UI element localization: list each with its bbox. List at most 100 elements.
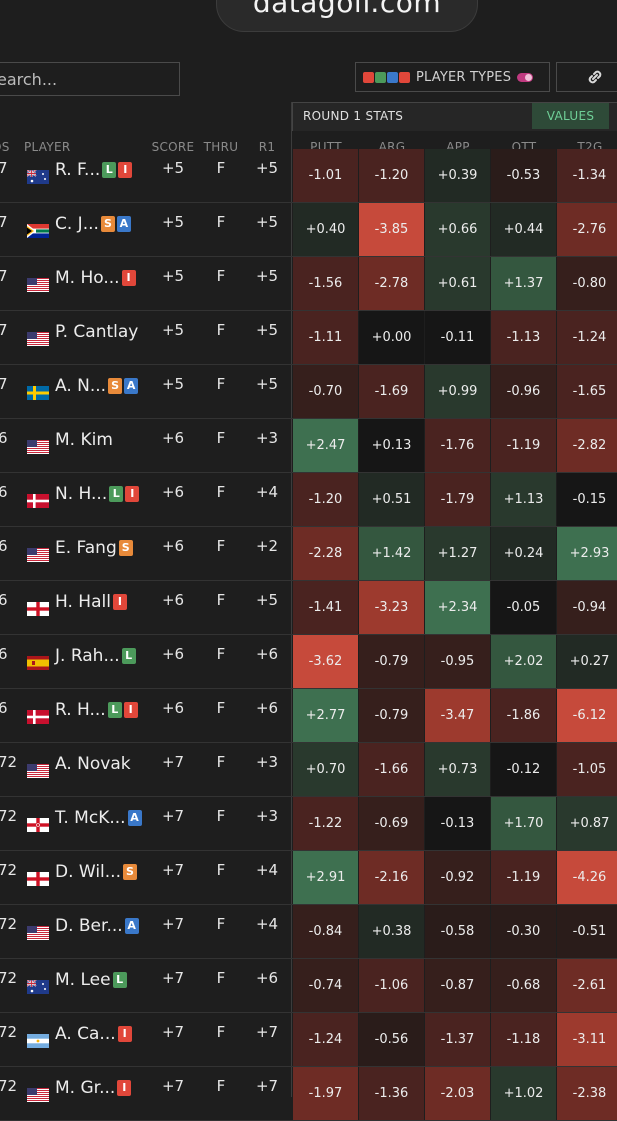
player-name-cell[interactable]: M. Ho... I xyxy=(55,268,136,288)
table-row[interactable]: 72 T. McK... A +7 F +3 -1.22 -0.69 -0.13 +1.70 +0.… xyxy=(0,797,617,851)
stat-cell-putt: -3.62 xyxy=(293,635,358,688)
player-name-cell[interactable]: H. Hall I xyxy=(55,592,127,612)
player-name: C. J... xyxy=(55,214,99,234)
share-link-button[interactable] xyxy=(556,62,617,92)
position-cell: 6 xyxy=(0,645,8,663)
stat-cell-ott: +1.13 xyxy=(491,473,556,526)
player-name-cell[interactable]: E. Fang S xyxy=(55,538,133,558)
player-name-cell[interactable]: M. Kim xyxy=(55,430,113,450)
player-name-cell[interactable]: C. J... S A xyxy=(55,214,131,234)
table-row[interactable]: 6 E. Fang S +6 F +2 -2.28 +1.42 +1.27 +0.24 +2.93 xyxy=(0,527,617,581)
stat-cell-ott: -0.05 xyxy=(491,581,556,634)
player-name: J. Rah... xyxy=(55,646,120,666)
player-name-cell[interactable]: P. Cantlay xyxy=(55,322,138,342)
search-input[interactable] xyxy=(0,62,180,96)
r1-cell: +6 xyxy=(255,645,279,663)
table-row[interactable]: 7 R. F... L I +5 F +5 -1.01 -1.20 +0.39 -0.53 -1.34 xyxy=(0,149,617,203)
player-name-cell[interactable]: N. H... L I xyxy=(55,484,140,504)
player-types-toggle[interactable]: PLAYER TYPES xyxy=(355,62,550,92)
player-type-badge: L xyxy=(112,972,127,988)
r1-cell: +7 xyxy=(255,1077,279,1095)
player-name-cell[interactable]: J. Rah... L xyxy=(55,646,136,666)
r1-cell: +3 xyxy=(255,429,279,447)
player-name-cell[interactable]: A. N... S A xyxy=(55,376,139,396)
stat-cell-arg: +0.00 xyxy=(359,311,424,364)
score-cell: +7 xyxy=(161,915,185,933)
stat-cell-arg: -1.66 xyxy=(359,743,424,796)
table-row[interactable]: 6 R. H... L I +6 F +6 +2.77 -0.79 -3.47 -1.86 -6.12 xyxy=(0,689,617,743)
stat-cell-putt: -0.84 xyxy=(293,905,358,958)
score-cell: +6 xyxy=(161,591,185,609)
stat-cell-app: +2.34 xyxy=(425,581,490,634)
stat-cell-ott: +1.02 xyxy=(491,1067,556,1120)
browser-url-pill[interactable]: datagolf.com xyxy=(216,0,478,32)
stat-cell-arg: +0.13 xyxy=(359,419,424,472)
player-name-cell[interactable]: R. H... L I xyxy=(55,700,138,720)
player-name-cell[interactable]: D. Wil... S xyxy=(55,862,137,882)
position-cell: 72 xyxy=(0,753,18,771)
row-divider xyxy=(0,742,617,743)
stat-cell-app: -0.11 xyxy=(425,311,490,364)
table-row[interactable]: 6 M. Kim +6 F +3 +2.47 +0.13 -1.76 -1.19 -2.82 xyxy=(0,419,617,473)
col-head-r1[interactable]: R1 xyxy=(258,140,276,154)
thru-cell: F xyxy=(216,1077,226,1095)
stat-cell-t2g: -0.94 xyxy=(557,581,617,634)
player-name-cell[interactable]: T. McK... A xyxy=(55,808,142,828)
table-row[interactable]: 7 M. Ho... I +5 F +5 -1.56 -2.78 +0.61 +1.37 -0.80 xyxy=(0,257,617,311)
table-row[interactable]: 72 M. Lee L +7 F +6 -0.74 -1.06 -0.87 -0.68 -2.61 xyxy=(0,959,617,1013)
table-row[interactable]: 72 D. Wil... S +7 F +4 +2.91 -2.16 -0.92 -1.19 -4.… xyxy=(0,851,617,905)
stat-cell-arg: -0.79 xyxy=(359,689,424,742)
player-type-swatch xyxy=(363,71,374,83)
table-row[interactable]: 7 A. N... S A +5 F +5 -0.70 -1.69 +0.99 -0.96 -1.65 xyxy=(0,365,617,419)
row-divider xyxy=(0,688,617,689)
r1-cell: +6 xyxy=(255,699,279,717)
player-name-cell[interactable]: R. F... L I xyxy=(55,160,133,180)
player-name: T. McK... xyxy=(55,808,126,828)
stat-cell-putt: -1.41 xyxy=(293,581,358,634)
stat-cell-ott: -1.86 xyxy=(491,689,556,742)
table-row[interactable]: 72 A. Novak +7 F +3 +0.70 -1.66 +0.73 -0.12 -1.05 xyxy=(0,743,617,797)
table-row[interactable]: 72 M. Gr... I +7 F +7 -1.97 -1.36 -2.03 +1.02 -2.3… xyxy=(0,1067,617,1121)
col-head-score[interactable]: SCORE xyxy=(151,140,195,154)
table-row[interactable]: 72 D. Ber... A +7 F +4 -0.84 +0.38 -0.58 -0.30 -0.… xyxy=(0,905,617,959)
stat-cell-t2g: -1.05 xyxy=(557,743,617,796)
r1-cell: +2 xyxy=(255,537,279,555)
thru-cell: F xyxy=(216,1023,226,1041)
player-type-badge: L xyxy=(102,162,117,178)
table-row[interactable]: 6 H. Hall I +6 F +5 -1.41 -3.23 +2.34 -0.05 -0.94 xyxy=(0,581,617,635)
stat-cell-app: +1.27 xyxy=(425,527,490,580)
player-name-cell[interactable]: M. Gr... I xyxy=(55,1078,132,1098)
table-row[interactable]: 6 J. Rah... L +6 F +6 -3.62 -0.79 -0.95 +2.02 +0.2… xyxy=(0,635,617,689)
r1-cell: +4 xyxy=(255,915,279,933)
country-flag-icon xyxy=(27,709,49,724)
player-name: H. Hall xyxy=(55,592,111,612)
thru-cell: F xyxy=(216,267,226,285)
col-head-pos[interactable]: OS xyxy=(0,140,10,154)
table-row[interactable]: 7 P. Cantlay +5 F +5 -1.11 +0.00 -0.11 -1.13 -1.2… xyxy=(0,311,617,365)
score-cell: +6 xyxy=(161,429,185,447)
player-type-badge: S xyxy=(123,864,137,880)
r1-cell: +5 xyxy=(255,159,279,177)
player-name-cell[interactable]: A. Ca... I xyxy=(55,1024,132,1044)
country-flag-icon xyxy=(27,385,49,400)
player-name-cell[interactable]: A. Novak xyxy=(55,754,131,774)
row-divider xyxy=(0,202,617,203)
player-type-badge: A xyxy=(124,378,139,394)
toggle-switch-icon[interactable] xyxy=(517,72,534,82)
player-name-cell[interactable]: M. Lee L xyxy=(55,970,127,990)
player-name-cell[interactable]: D. Ber... A xyxy=(55,916,139,936)
table-row[interactable]: 6 N. H... L I +6 F +4 -1.20 +0.51 -1.79 +1.13 -0.15 xyxy=(0,473,617,527)
stat-cell-t2g: +0.87 xyxy=(557,797,617,850)
row-divider xyxy=(0,1066,617,1067)
table-row[interactable]: 72 A. Ca... I +7 F +7 -1.24 -0.56 -1.37 -1.18 -3.1… xyxy=(0,1013,617,1067)
stat-cell-app: -1.76 xyxy=(425,419,490,472)
col-head-thru[interactable]: THRU xyxy=(203,140,239,154)
table-row[interactable]: 7 C. J... S A +5 F +5 +0.40 -3.85 +0.66 +0.44 -2.76 xyxy=(0,203,617,257)
player-type-badge: I xyxy=(112,594,127,610)
row-divider xyxy=(0,634,617,635)
stat-cell-t2g: -1.65 xyxy=(557,365,617,418)
col-head-player[interactable]: PLAYER xyxy=(24,140,71,154)
values-button[interactable]: VALUES xyxy=(532,103,609,129)
stat-cell-t2g: -1.24 xyxy=(557,311,617,364)
country-flag-icon xyxy=(27,331,49,346)
